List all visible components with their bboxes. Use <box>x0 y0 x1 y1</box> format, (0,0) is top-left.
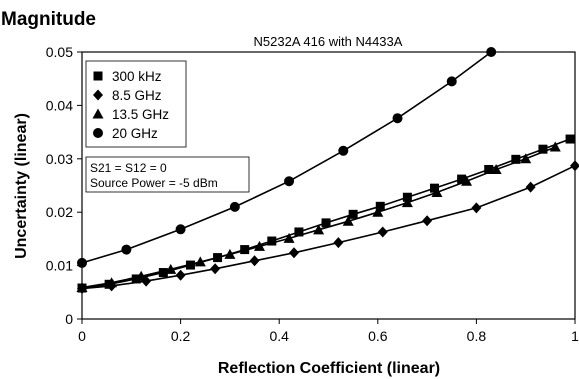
y-tick-label: 0 <box>65 311 73 327</box>
data-point <box>392 113 403 124</box>
legend-marker-circle <box>93 128 103 138</box>
x-ticks: 0 0.2 0.4 0.6 0.8 1 <box>78 319 579 344</box>
data-point <box>77 257 87 268</box>
note-line-1: S21 = S12 = 0 <box>90 161 167 175</box>
data-point <box>461 175 473 186</box>
data-point <box>284 176 295 187</box>
legend-label: 13.5 GHz <box>112 107 169 122</box>
data-point <box>294 227 304 237</box>
y-tick-label: 0.02 <box>46 204 73 220</box>
data-point <box>520 153 532 164</box>
data-point <box>333 237 344 249</box>
data-point <box>457 174 467 184</box>
data-point <box>377 226 388 238</box>
legend-marker-triangle <box>92 108 104 119</box>
data-point <box>194 256 206 267</box>
legend-marker-diamond <box>93 89 103 101</box>
data-point <box>538 144 548 154</box>
data-point <box>165 263 177 274</box>
data-point <box>249 255 260 267</box>
data-point <box>348 209 358 219</box>
legend: 300 kHz 8.5 GHz 13.5 GHz 20 GHz <box>85 60 187 148</box>
x-tick-label: 0.4 <box>269 328 289 344</box>
data-point <box>321 218 331 228</box>
data-point <box>135 270 147 281</box>
note-line-2: Source Power = -5 dBm <box>90 176 218 190</box>
data-point <box>283 232 295 243</box>
data-point <box>471 202 482 214</box>
data-point <box>342 215 354 226</box>
data-point <box>490 163 502 174</box>
data-point <box>429 183 439 193</box>
data-point <box>106 277 118 288</box>
data-point <box>76 281 88 292</box>
y-tick-label: 0.05 <box>46 44 73 60</box>
data-point <box>372 206 384 217</box>
data-point <box>288 247 299 259</box>
data-point <box>229 201 240 212</box>
legend-label: 8.5 GHz <box>112 88 162 103</box>
x-tick-label: 0 <box>78 328 86 344</box>
data-point <box>158 268 168 278</box>
series-circle <box>77 47 497 268</box>
series-triangle <box>76 141 561 292</box>
y-tick-label: 0.04 <box>46 97 73 113</box>
x-tick-label: 0.2 <box>171 328 191 344</box>
y-tick-label: 0.03 <box>46 151 73 167</box>
data-point <box>401 197 413 208</box>
header-title: Magnitude <box>1 9 96 30</box>
data-point <box>224 248 236 259</box>
data-point <box>210 263 221 275</box>
x-tick-label: 0.8 <box>467 328 487 344</box>
data-point <box>121 244 132 255</box>
data-point <box>267 236 277 246</box>
data-point <box>446 76 457 87</box>
series-layer <box>76 47 579 295</box>
x-tick-label: 1 <box>571 328 579 344</box>
note-box: S21 = S12 = 0 Source Power = -5 dBm <box>85 156 250 193</box>
data-point <box>431 186 443 197</box>
note-box-frame <box>85 156 250 193</box>
data-point <box>338 145 349 156</box>
data-point <box>486 47 497 57</box>
legend-label: 20 GHz <box>112 126 158 141</box>
plot-title: N5232A 416 with N4433A <box>254 34 403 49</box>
data-point <box>565 134 575 144</box>
data-point <box>511 154 521 164</box>
data-point <box>131 274 141 284</box>
data-point <box>375 201 385 211</box>
data-point <box>525 181 536 193</box>
data-point <box>175 269 186 281</box>
plot-area <box>81 51 576 320</box>
y-tick-label: 0.01 <box>46 258 73 274</box>
data-point <box>313 224 325 235</box>
data-point <box>570 160 579 172</box>
data-point <box>549 141 561 152</box>
data-point <box>175 224 186 235</box>
data-point <box>484 164 494 174</box>
legend-marker-square <box>93 71 103 81</box>
x-axis-label: Reflection Coefficient (linear) <box>218 360 440 377</box>
legend-items: 300 kHz 8.5 GHz 13.5 GHz 20 GHz <box>92 69 169 141</box>
x-tick-label: 0.6 <box>368 328 388 344</box>
data-point <box>422 215 433 227</box>
y-axis-label: Uncertainty (linear) <box>13 113 30 259</box>
y-ticks: 0 0.01 0.02 0.03 0.04 0.05 <box>46 44 82 327</box>
legend-label: 300 kHz <box>112 69 162 84</box>
data-point <box>253 240 265 251</box>
